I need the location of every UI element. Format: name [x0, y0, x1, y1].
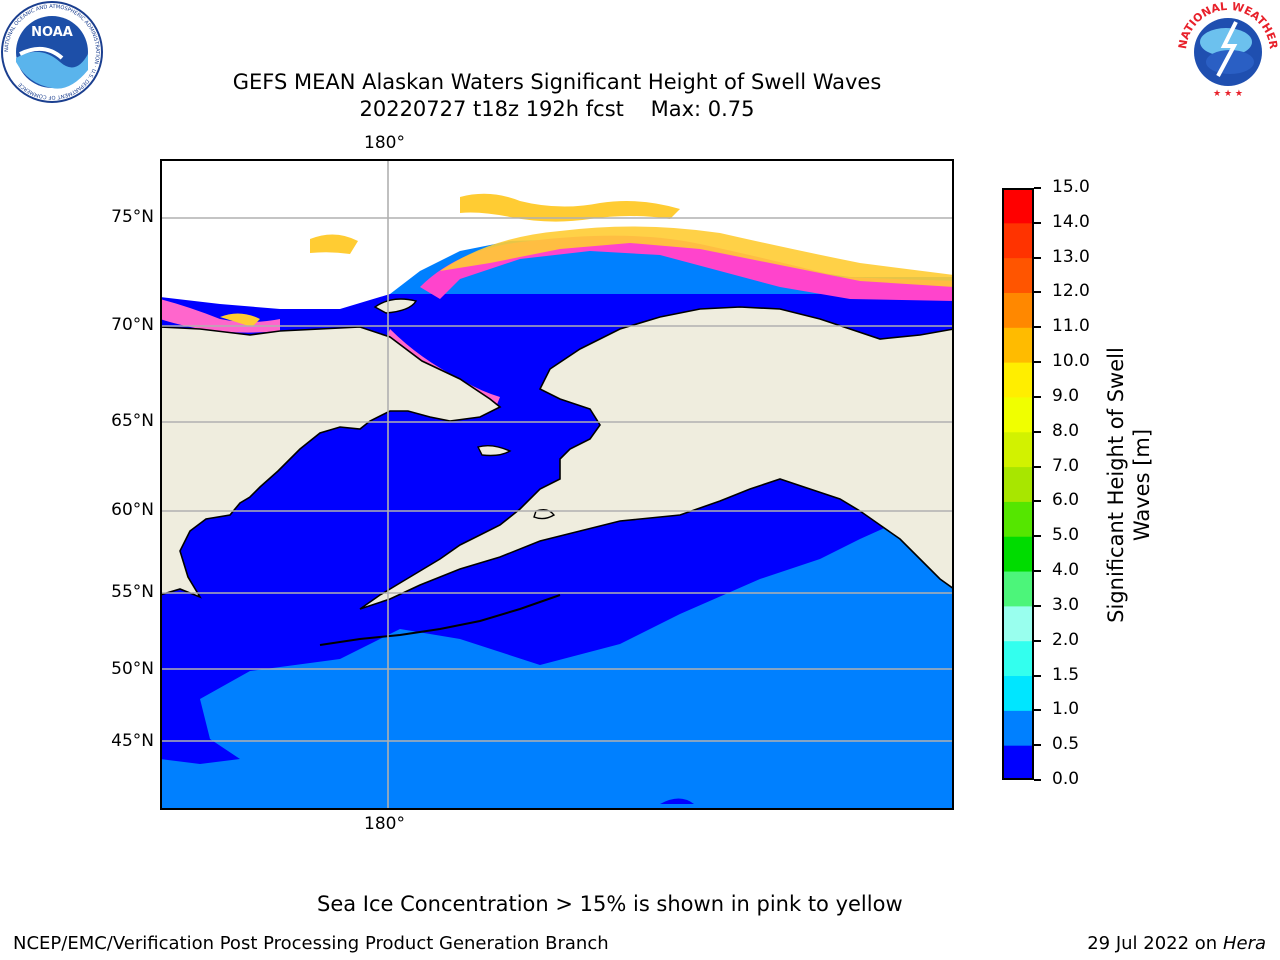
lat-label-70n: 70°N: [111, 315, 154, 335]
land-asia: [159, 326, 502, 599]
colorbar-tick-mark: [1034, 535, 1041, 538]
colorbar-tick-label: 1.5: [1052, 664, 1080, 685]
colorbar-tick-label: 8.0: [1052, 420, 1080, 441]
colorbar-swatch-14: [1002, 257, 1034, 293]
colorbar-title-line2: Waves [m]: [1130, 428, 1154, 542]
colorbar-swatch-15: [1002, 222, 1034, 259]
colorbar-swatch-4: [1002, 605, 1034, 642]
colorbar-tick-mark: [1034, 709, 1041, 712]
colorbar-swatch-7: [1002, 501, 1034, 537]
colorbar-tick-mark: [1034, 744, 1041, 747]
colorbar-swatch-1: [1002, 710, 1034, 746]
map-title: GEFS MEAN Alaskan Waters Significant Hei…: [232, 70, 882, 94]
footer-date-text: 29 Jul 2022 on: [1087, 933, 1223, 954]
lat-label-65n: 65°N: [111, 411, 154, 431]
colorbar-tick-label: 7.0: [1052, 455, 1080, 476]
colorbar-tick-mark: [1034, 221, 1041, 224]
lat-label-50n: 50°N: [111, 659, 154, 679]
map-svg: [159, 159, 955, 810]
colorbar-tick-mark: [1034, 674, 1041, 677]
lon-label-bottom: 180°: [364, 814, 405, 834]
footer-host: Hera: [1222, 933, 1266, 954]
colorbar-tick-mark: [1034, 256, 1041, 259]
colorbar-tick-mark: [1034, 465, 1041, 468]
colorbar-tick-label: 11.0: [1052, 316, 1090, 337]
footer-date: 29 Jul 2022 on Hera: [1087, 933, 1266, 954]
colorbar-tick-label: 1.0: [1052, 699, 1080, 720]
colorbar-tick-label: 4.0: [1052, 560, 1080, 581]
graticule: [160, 159, 954, 810]
colorbar-frame: [1002, 188, 1034, 780]
colorbar-tick-label: 12.0: [1052, 281, 1090, 302]
colorbar-tick-mark: [1034, 604, 1041, 607]
colorbar-swatch-11: [1002, 362, 1034, 398]
map-subtitle: 20220727 t18z 192h fcst Max: 0.75: [359, 97, 755, 121]
sea-ice-yellow: [440, 226, 954, 287]
colorbar: [1002, 188, 1034, 781]
colorbar-tick-mark: [1034, 361, 1041, 364]
colorbar-swatch-8: [1002, 466, 1034, 502]
colorbar-swatch-2: [1002, 675, 1034, 711]
colorbar-tick-mark: [1034, 779, 1041, 781]
colorbar-tick-label: 14.0: [1052, 211, 1090, 232]
noaa-logo-text: NOAA: [31, 25, 73, 40]
colorbar-tick-label: 0.5: [1052, 734, 1080, 755]
colorbar-tick-label: 3.0: [1052, 594, 1080, 615]
footer-credit: NCEP/EMC/Verification Post Processing Pr…: [13, 933, 609, 954]
lat-label-55n: 55°N: [111, 582, 154, 602]
lat-label-75n: 75°N: [111, 207, 154, 227]
colorbar-tick-mark: [1034, 395, 1041, 398]
colorbar-swatch-10: [1002, 396, 1034, 433]
nws-logo: NATIONAL WEATHER SERVICE ★ ★ ★: [1172, 0, 1280, 104]
colorbar-swatch-16: [1002, 188, 1034, 224]
sea-ice-pink: [420, 235, 954, 301]
lon-label-top: 180°: [364, 133, 405, 153]
lat-label-60n: 60°N: [111, 500, 154, 520]
colorbar-title-line1: Significant Height of Swell: [1104, 347, 1128, 623]
colorbar-tick-mark: [1034, 326, 1041, 329]
colorbar-svg: [1002, 188, 1034, 781]
colorbar-swatch-5: [1002, 571, 1034, 607]
colorbar-tick-label: 0.0: [1052, 769, 1080, 789]
colorbar-tick-mark: [1034, 500, 1041, 503]
colorbar-tick-label: 15.0: [1052, 177, 1090, 197]
colorbar-tick-label: 2.0: [1052, 629, 1080, 650]
colorbar-tick-mark: [1034, 570, 1041, 573]
colorbar-tick-mark: [1034, 187, 1041, 189]
colorbar-title: Significant Height of Swell Waves [m]: [1103, 315, 1155, 655]
map-frame: [160, 159, 954, 810]
map-panel: [159, 159, 955, 810]
sea-ice-note: Sea Ice Concentration > 15% is shown in …: [317, 892, 903, 916]
lat-label-45n: 45°N: [111, 731, 154, 751]
colorbar-tick-label: 13.0: [1052, 246, 1090, 267]
colorbar-tick-label: 9.0: [1052, 385, 1080, 406]
colorbar-tick-label: 6.0: [1052, 490, 1080, 511]
colorbar-swatch-9: [1002, 431, 1034, 468]
colorbar-swatch-12: [1002, 327, 1034, 363]
land-north-america: [359, 306, 955, 610]
colorbar-tick-mark: [1034, 430, 1041, 433]
colorbar-tick-mark: [1034, 639, 1041, 642]
colorbar-swatch-0: [1002, 745, 1034, 781]
colorbar-swatch-3: [1002, 640, 1034, 677]
colorbar-swatch-6: [1002, 536, 1034, 572]
colorbar-tick-mark: [1034, 291, 1041, 294]
colorbar-tick-label: 10.0: [1052, 351, 1090, 372]
noaa-logo: NOAA NATIONAL OCEANIC AND ATMOSPHERIC AD…: [0, 0, 104, 104]
svg-text:★ ★ ★: ★ ★ ★: [1213, 89, 1243, 99]
colorbar-tick-label: 5.0: [1052, 525, 1080, 546]
colorbar-swatch-13: [1002, 292, 1034, 328]
